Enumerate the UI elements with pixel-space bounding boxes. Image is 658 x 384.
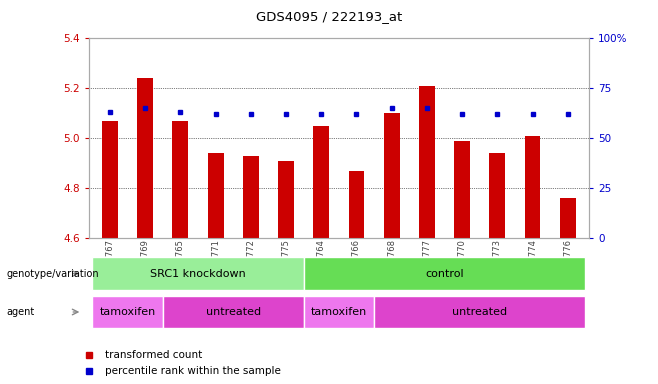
Text: genotype/variation: genotype/variation — [7, 268, 99, 279]
Bar — [490, 153, 505, 238]
Bar — [243, 156, 259, 238]
Text: agent: agent — [7, 307, 35, 317]
Bar — [102, 121, 118, 238]
Bar — [278, 161, 294, 238]
Bar — [560, 198, 576, 238]
Bar — [138, 78, 153, 238]
Bar — [313, 126, 329, 238]
Bar — [384, 113, 399, 238]
Text: percentile rank within the sample: percentile rank within the sample — [105, 366, 281, 376]
Text: untreated: untreated — [206, 307, 261, 317]
Text: SRC1 knockdown: SRC1 knockdown — [150, 268, 246, 279]
Text: untreated: untreated — [452, 307, 507, 317]
Bar — [454, 141, 470, 238]
Bar — [419, 86, 435, 238]
Text: transformed count: transformed count — [105, 350, 203, 360]
Text: tamoxifen: tamoxifen — [311, 307, 367, 317]
Text: tamoxifen: tamoxifen — [99, 307, 156, 317]
Bar — [349, 170, 365, 238]
Bar — [172, 121, 188, 238]
Text: GDS4095 / 222193_at: GDS4095 / 222193_at — [256, 10, 402, 23]
Text: control: control — [425, 268, 464, 279]
Bar — [208, 153, 224, 238]
Bar — [524, 136, 540, 238]
